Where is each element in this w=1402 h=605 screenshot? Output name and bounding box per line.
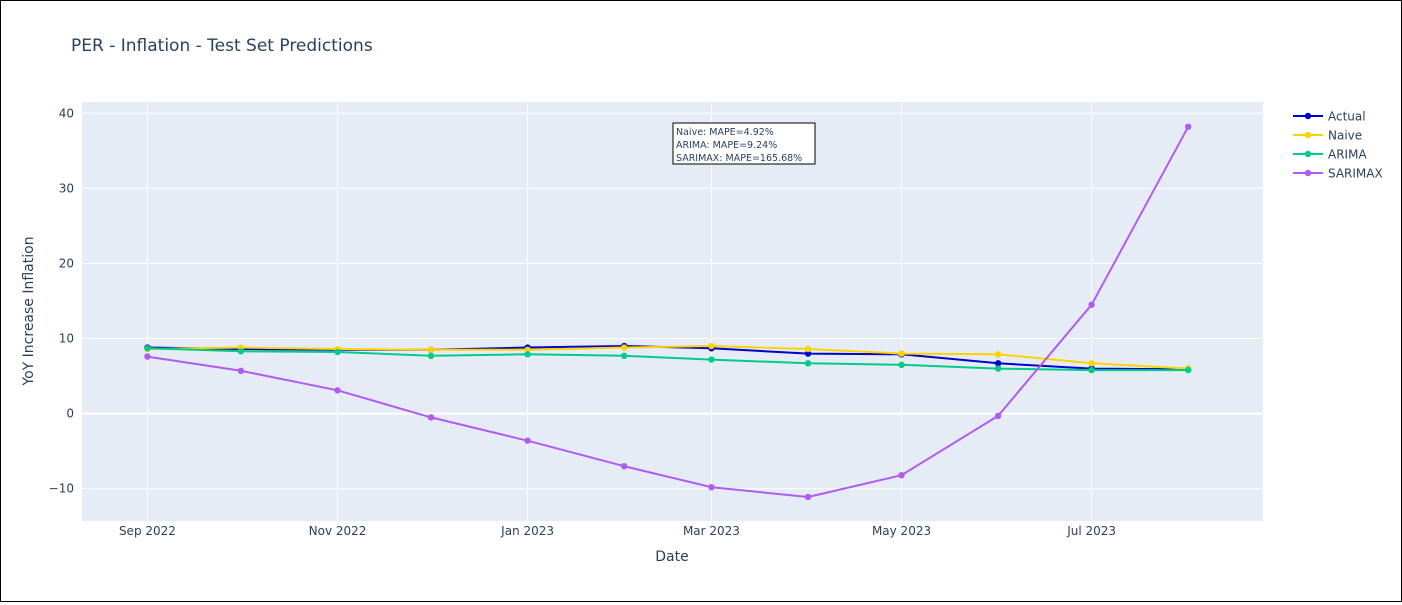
x-tick-label: Jul 2023 [1066,524,1116,538]
legend-label-arima: ARIMA [1328,148,1367,162]
data-point-arima [524,351,531,358]
legend-label-sarimax: SARIMAX [1328,167,1383,181]
data-point-sarimax [144,353,151,360]
legend-item-sarimax[interactable]: SARIMAX [1293,167,1383,181]
data-point-arima [621,352,628,360]
x-tick-label: Nov 2022 [309,524,367,538]
data-point-arima [804,360,812,367]
x-tick-label: Mar 2023 [683,524,740,538]
legend-label-actual: Actual [1328,110,1366,124]
data-point-actual [804,350,812,357]
data-point-sarimax [898,471,905,479]
data-point-sarimax [524,437,531,444]
series-layer [144,123,1192,501]
series-sarimax [144,123,1192,501]
data-point-arima [898,361,905,369]
data-point-naive [427,346,435,353]
data-point-naive [898,350,905,357]
data-point-arima [994,365,1002,372]
data-point-naive [994,351,1002,358]
data-point-arima [708,356,715,363]
data-point-arima [427,352,435,360]
x-tick-label: Jan 2023 [500,524,554,538]
data-point-naive [804,345,812,353]
legend-item-arima[interactable]: ARIMA [1293,148,1367,162]
data-point-sarimax [708,484,715,491]
legend-swatch-marker-sarimax [1304,169,1312,177]
legend-item-actual[interactable]: Actual [1293,110,1366,124]
chart-title: PER - Inflation - Test Set Predictions [71,36,373,56]
data-point-sarimax [334,387,341,394]
x-axis-title: Date [655,549,688,565]
y-tick-label: 40 [59,106,74,120]
data-point-naive [1088,360,1095,367]
series-line-arima [147,347,1189,372]
y-tick-label: 30 [59,181,74,195]
data-point-sarimax [804,493,812,501]
y-axis-title: YoY Increase Inflation [21,236,37,386]
legend-item-naive[interactable]: Naive [1293,129,1362,143]
annotation-line-sarimax: SARIMAX: MAPE=165.68% [676,153,802,164]
legend-swatch-marker-naive [1304,131,1312,139]
legend[interactable]: Actual Naive ARIMA SARIMAX [1293,110,1383,181]
data-point-arima [1185,366,1192,374]
series-line-naive [147,345,1189,370]
legend-swatch-marker-actual [1304,112,1312,120]
data-point-actual [994,360,1002,367]
legend-swatch-marker-arima [1304,150,1312,158]
data-point-sarimax [427,414,435,421]
data-point-sarimax [1185,123,1192,130]
data-point-sarimax [994,412,1002,420]
series-arima [144,345,1192,374]
x-tick-label: May 2023 [872,524,931,538]
data-point-arima [1088,366,1095,374]
plot-background [82,102,1263,521]
data-point-naive [621,344,628,351]
y-tick-label: 10 [59,332,74,346]
annotation-box [672,122,816,165]
series-line-sarimax [147,126,1190,498]
annotation-line-arima: ARIMA: MAPE=9.24% [676,140,777,151]
data-point-naive [708,342,715,350]
data-point-sarimax [237,367,245,375]
data-point-arima [334,348,341,356]
y-tick-label: −10 [49,482,74,496]
y-axis-ticks: −10 0 10 20 30 40 [49,106,74,495]
data-point-sarimax [621,462,628,470]
x-tick-label: Sep 2022 [119,524,176,538]
x-axis-ticks: Sep 2022 Nov 2022 Jan 2023 Mar 2023 May 2023… [119,524,1116,538]
grid [82,102,1263,521]
mape-annotation: Naive: MAPE=4.92% ARIMA: MAPE=9.24% SARI… [672,122,816,165]
annotation-line-naive: Naive: MAPE=4.92% [676,127,774,138]
y-tick-label: 20 [59,256,74,270]
data-point-arima [237,348,245,355]
legend-label-naive: Naive [1328,129,1362,143]
data-point-arima [144,345,151,352]
data-point-sarimax [1088,301,1095,308]
data-point-naive [524,346,531,353]
y-tick-label: 0 [66,407,74,421]
